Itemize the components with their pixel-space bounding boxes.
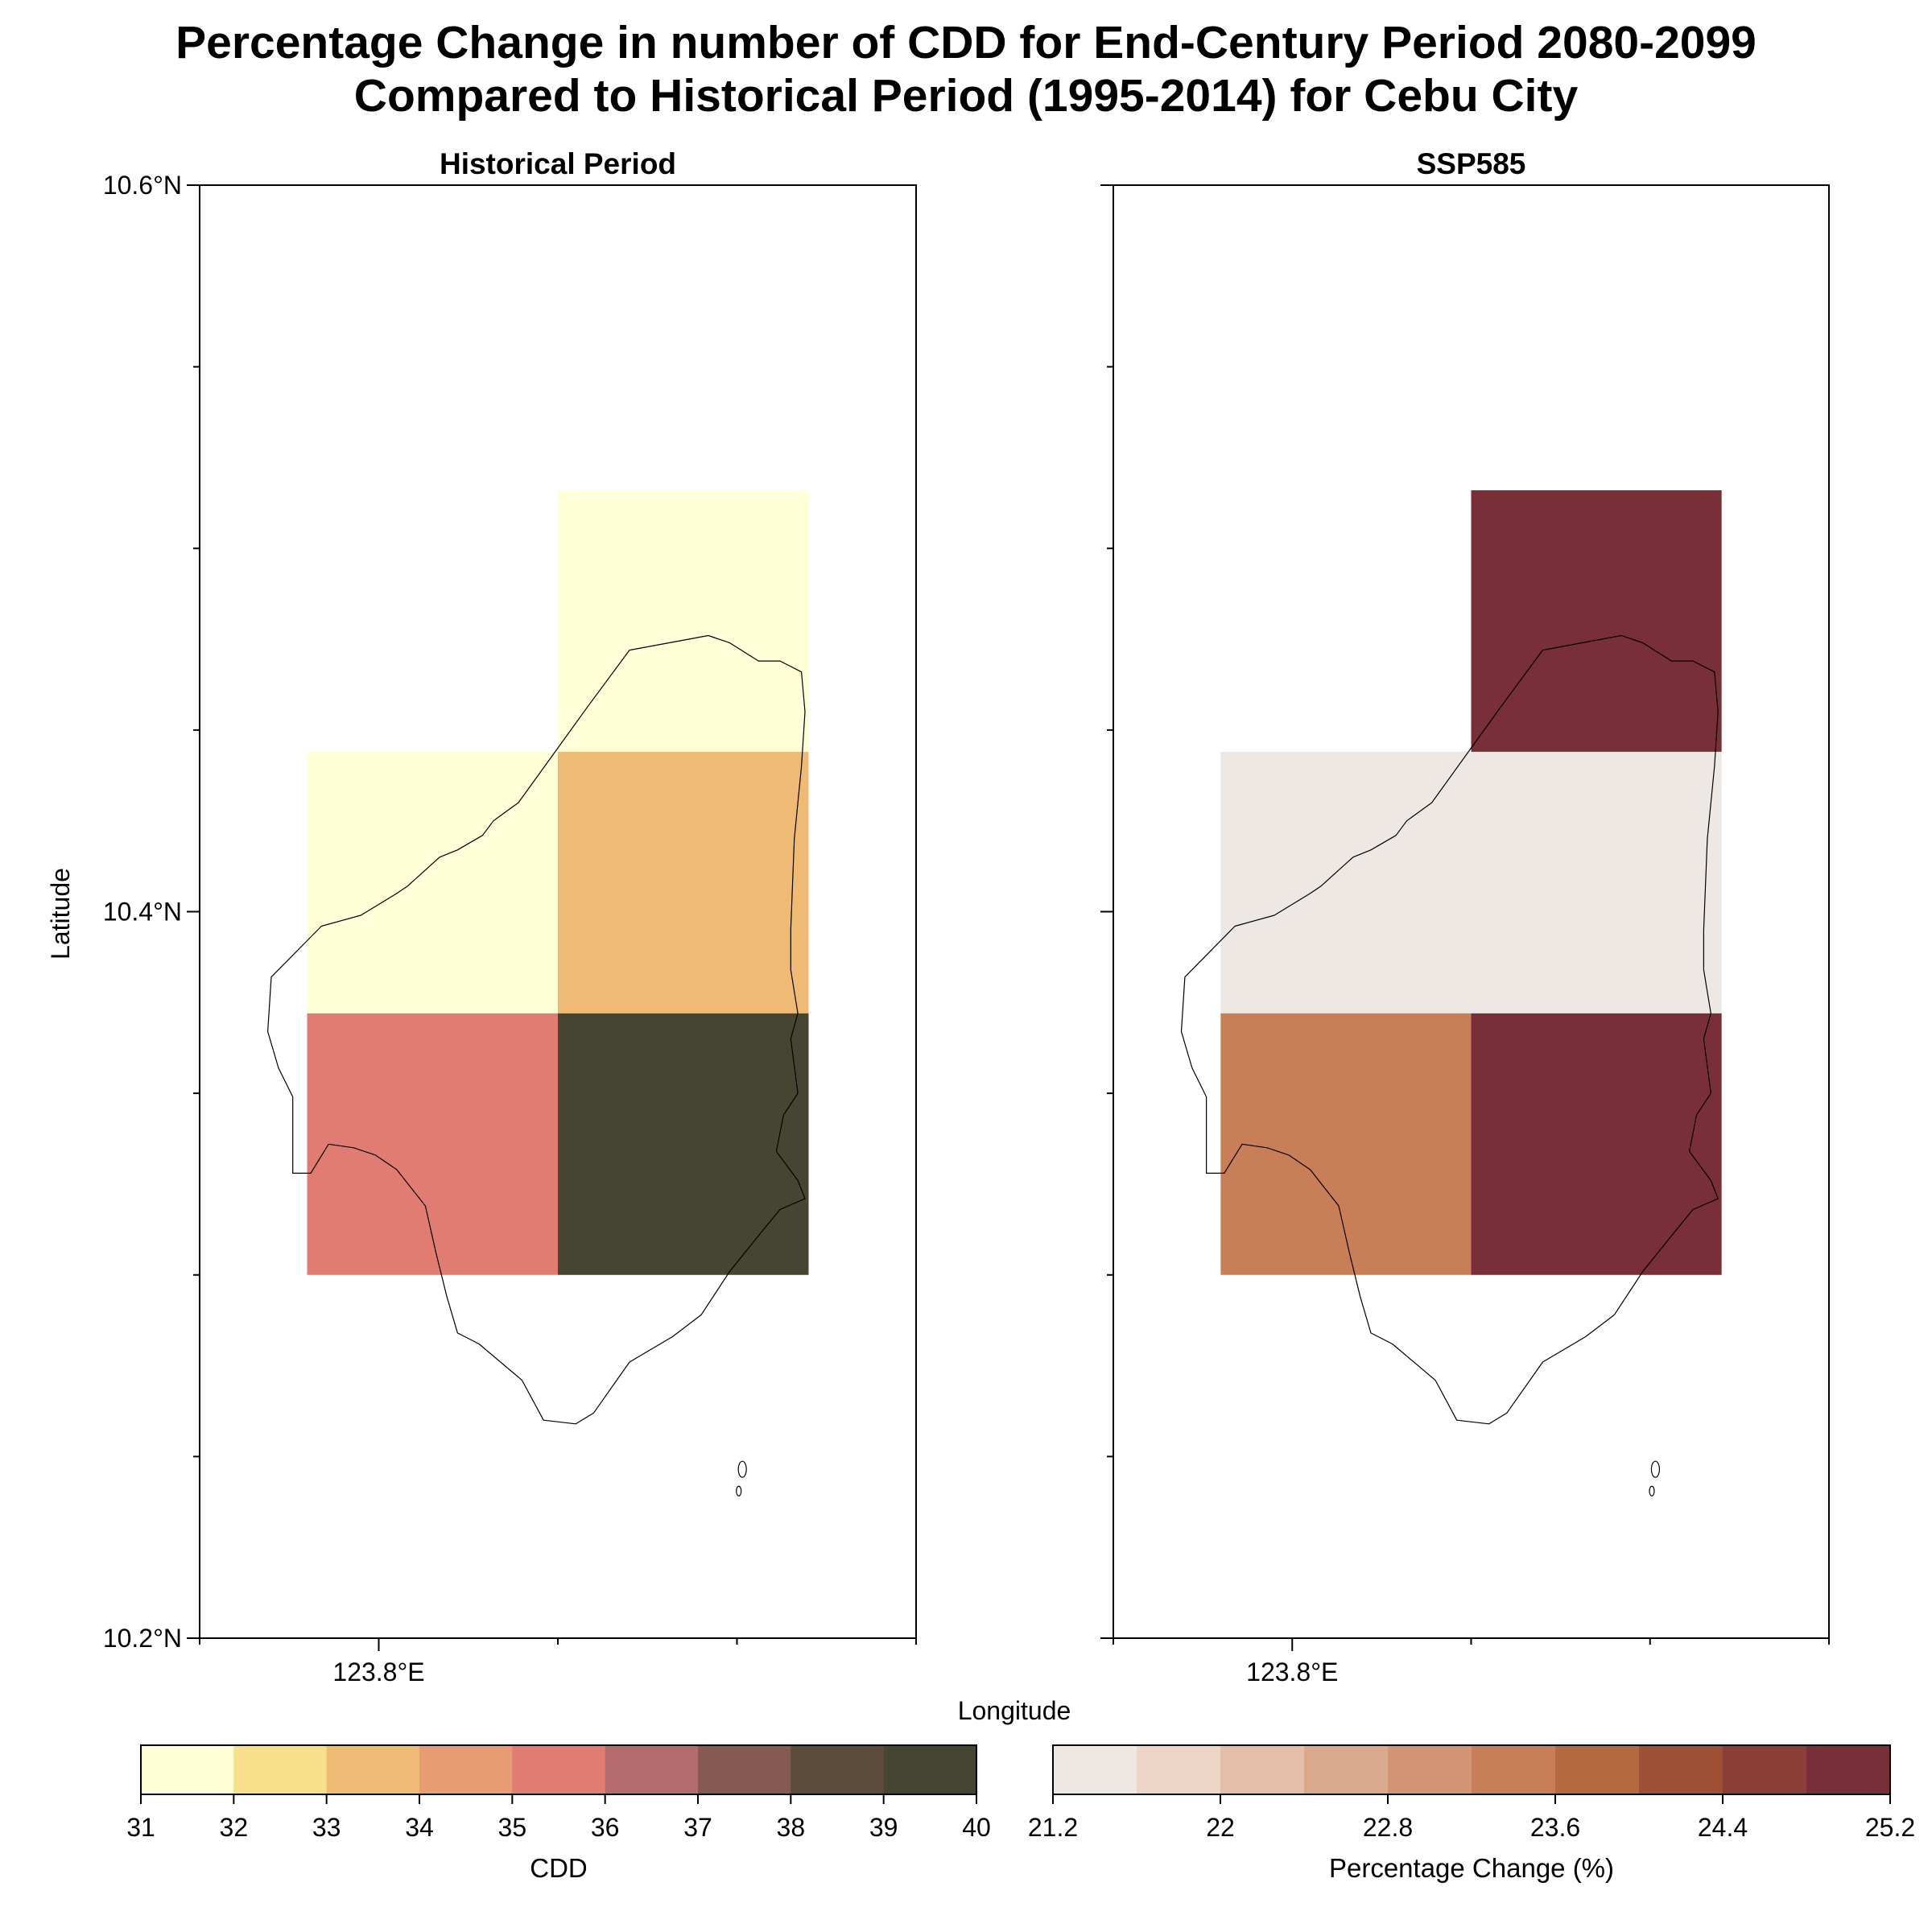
- y-axis-label: Latitude: [46, 868, 75, 960]
- colorbar-segment: [141, 1745, 234, 1794]
- colorbar-segment: [233, 1745, 328, 1794]
- colorbar-segment: [883, 1745, 977, 1794]
- colorbar-segment: [1053, 1745, 1137, 1794]
- colorbar-tick-label: 31: [126, 1813, 155, 1842]
- colorbar-segment: [1639, 1745, 1724, 1794]
- heatmap-cell: [307, 1013, 558, 1275]
- x-tick-label: 123.8°E: [332, 1657, 424, 1686]
- panel-title: Historical Period: [440, 147, 676, 180]
- figure-title-line-2: Compared to Historical Period (1995-2014…: [353, 70, 1579, 122]
- colorbar-segment: [1304, 1745, 1389, 1794]
- heatmap-cell: [1471, 490, 1722, 752]
- colorbar-tick-label: 36: [591, 1813, 620, 1842]
- colorbar-segment: [1137, 1745, 1221, 1794]
- colorbar-tick-label: 32: [220, 1813, 249, 1842]
- colorbar-label: CDD: [530, 1853, 588, 1883]
- heatmap-cell: [1471, 1013, 1722, 1275]
- colorbar-tick-label: 40: [962, 1813, 991, 1842]
- coastline: [267, 634, 806, 1425]
- colorbar-tick-label: 37: [683, 1813, 712, 1842]
- colorbar-segment: [605, 1745, 699, 1794]
- colorbar-segment: [512, 1745, 606, 1794]
- y-tick-label: 10.2°N: [103, 1624, 182, 1653]
- islet: [1649, 1485, 1655, 1496]
- colorbar-tick-label: 21.2: [1028, 1813, 1078, 1842]
- heatmap-cell: [558, 1013, 809, 1275]
- islet: [1650, 1460, 1661, 1478]
- colorbar-segment: [419, 1745, 513, 1794]
- islet: [737, 1460, 747, 1478]
- x-tick-label: 123.8°E: [1246, 1657, 1338, 1686]
- colorbar-tick-label: 23.6: [1530, 1813, 1580, 1842]
- colorbar-label: Percentage Change (%): [1329, 1853, 1614, 1883]
- colorbar-tick-label: 35: [498, 1813, 527, 1842]
- y-tick-label: 10.6°N: [103, 171, 182, 200]
- heatmap-cell: [1220, 1013, 1472, 1275]
- panel-title: SSP585: [1417, 147, 1526, 180]
- colorbar-segment: [791, 1745, 885, 1794]
- colorbar-segment: [1220, 1745, 1305, 1794]
- colorbar-tick-label: 39: [869, 1813, 898, 1842]
- colorbar-segment: [1555, 1745, 1640, 1794]
- heatmap-cell: [558, 751, 809, 1013]
- colorbar-tick-label: 34: [405, 1813, 434, 1842]
- colorbar-frame: [140, 1744, 977, 1795]
- colorbar-segment: [1723, 1745, 1807, 1794]
- heatmap-cell: [307, 751, 558, 1013]
- y-tick-label: 10.4°N: [103, 898, 182, 927]
- colorbar-segment: [326, 1745, 420, 1794]
- colorbar-tick-label: 38: [777, 1813, 806, 1842]
- colorbar-tick-label: 24.4: [1698, 1813, 1748, 1842]
- heatmap-cell: [1471, 751, 1722, 1013]
- heatmap-cell: [1220, 751, 1472, 1013]
- islet: [736, 1485, 742, 1496]
- colorbar-tick-label: 25.2: [1865, 1813, 1915, 1842]
- colorbar-segment: [1388, 1745, 1472, 1794]
- colorbar-frame: [1052, 1744, 1891, 1795]
- colorbar-tick-label: 22: [1206, 1813, 1235, 1842]
- colorbar-segment: [1806, 1745, 1891, 1794]
- figure-title-line-1: Percentage Change in number of CDD for E…: [175, 17, 1757, 68]
- heatmap-cell: [558, 490, 809, 752]
- colorbar-tick-label: 33: [312, 1813, 341, 1842]
- colorbar-tick-label: 22.8: [1363, 1813, 1413, 1842]
- colorbar-segment: [1472, 1745, 1556, 1794]
- colorbar-segment: [698, 1745, 791, 1794]
- x-axis-label: Longitude: [958, 1696, 1071, 1725]
- coastline: [1180, 634, 1719, 1425]
